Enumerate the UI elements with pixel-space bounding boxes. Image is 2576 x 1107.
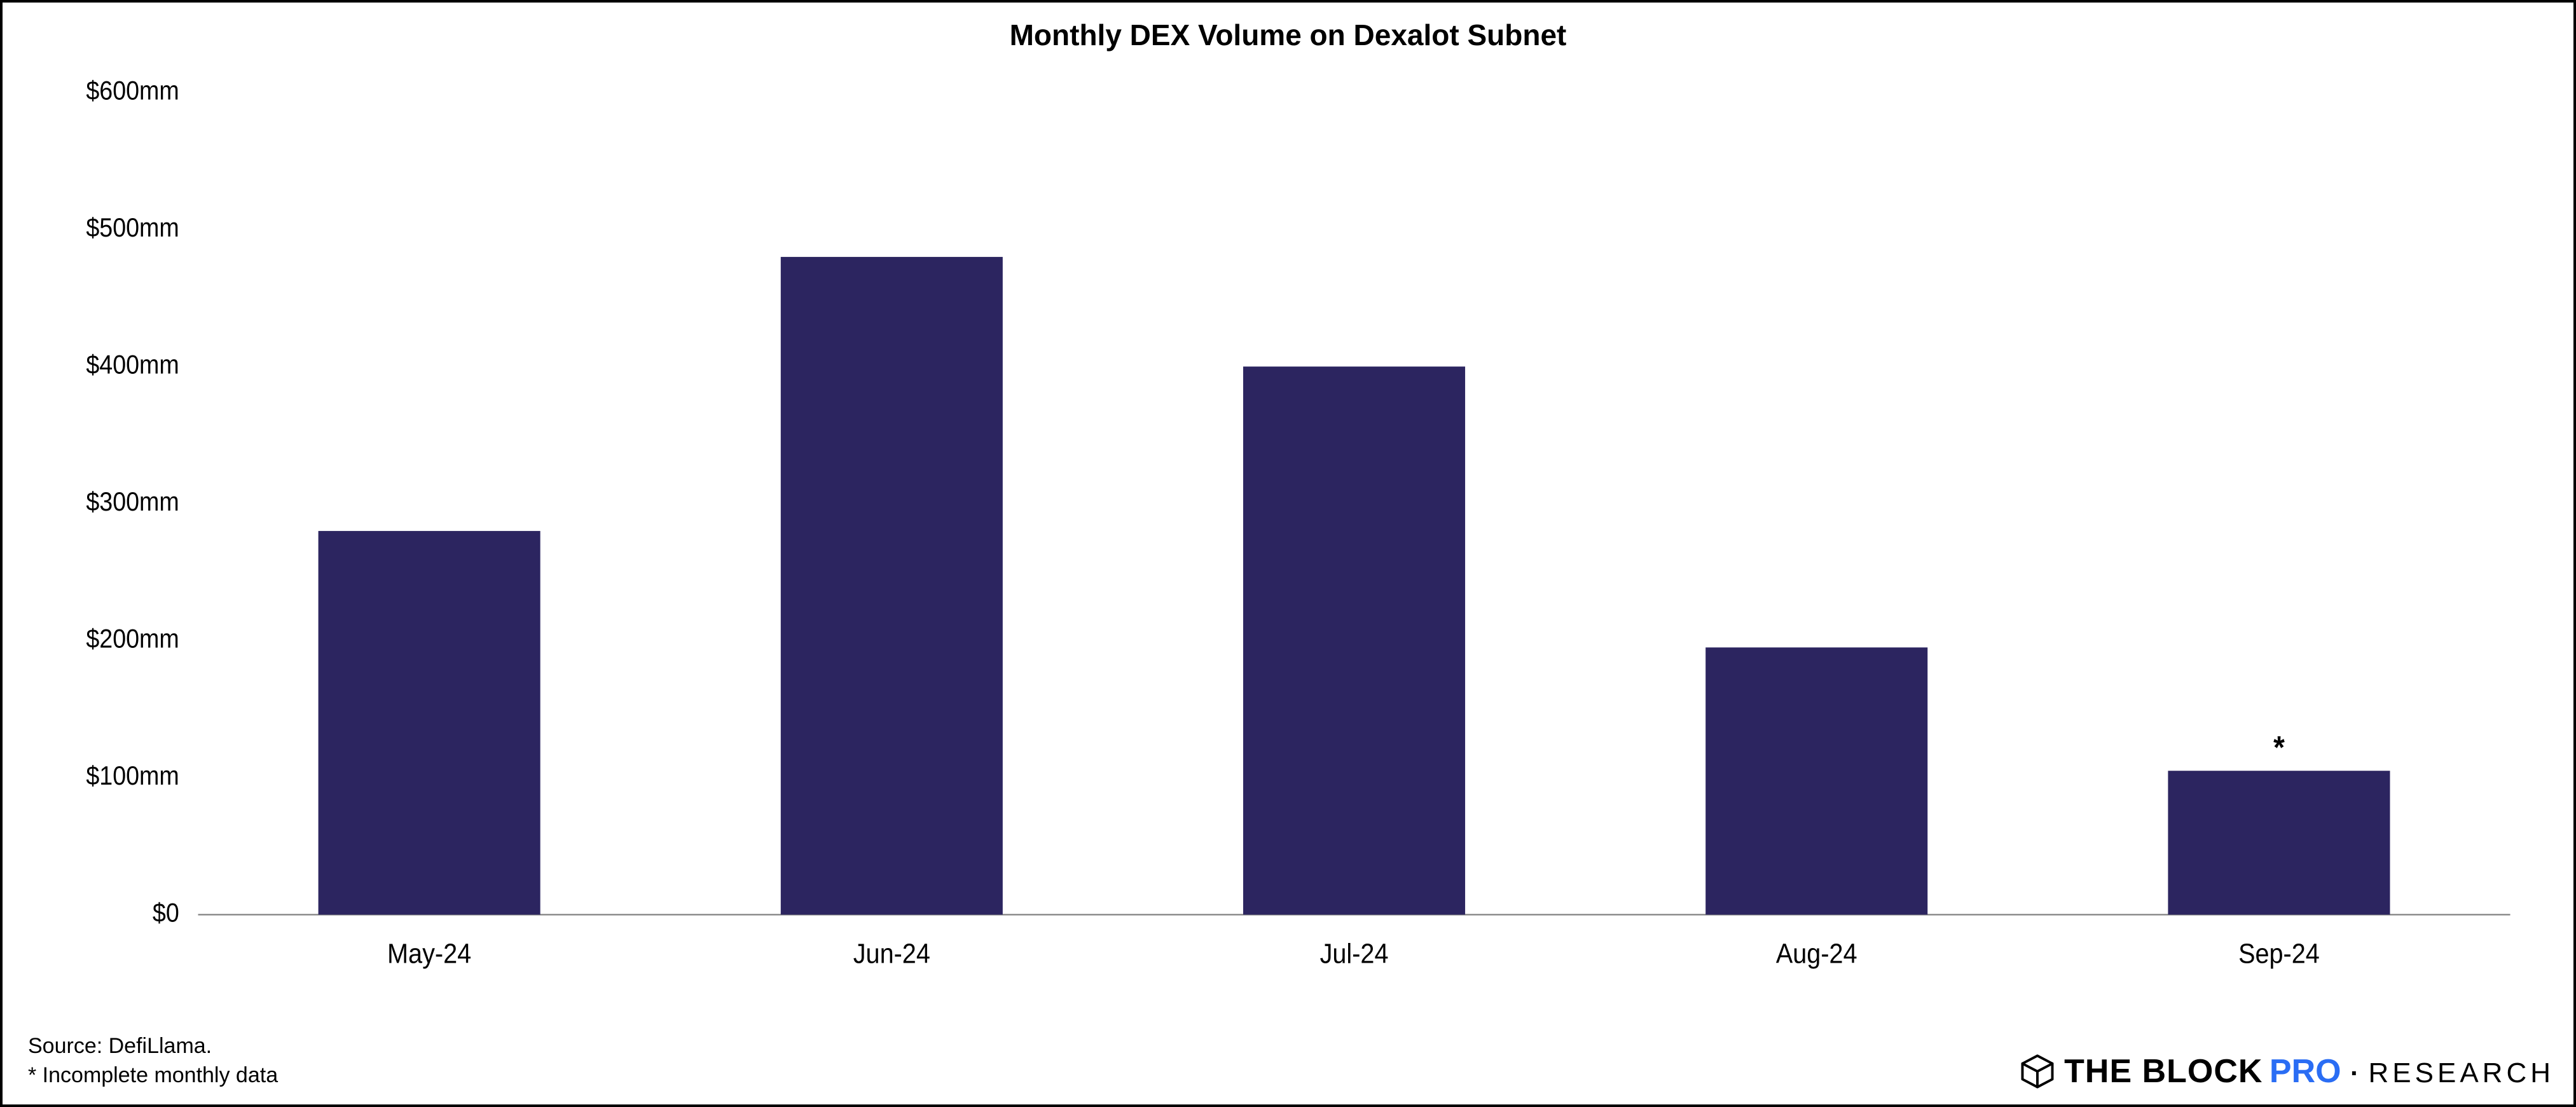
- brand-pro-text: PRO: [2269, 1053, 2341, 1090]
- y-tick-label: $100mm: [86, 761, 179, 790]
- footnotes: Source: DefiLlama. * Incomplete monthly …: [28, 1032, 278, 1090]
- y-tick-label: $600mm: [86, 76, 179, 106]
- chart-area: $0 $100mm $200mm $300mm $400mm $500mm $600mm Ma…: [28, 65, 2548, 1032]
- incomplete-note: * Incomplete monthly data: [28, 1061, 278, 1090]
- brand-cube-icon: [2020, 1054, 2055, 1089]
- bar-annotation: *: [2273, 731, 2285, 766]
- footer: Source: DefiLlama. * Incomplete monthly …: [3, 1032, 2573, 1104]
- bar: [2168, 771, 2390, 914]
- brand-tail-text: RESEARCH: [2369, 1057, 2555, 1089]
- source-line: Source: DefiLlama.: [28, 1032, 278, 1061]
- brand: THE BLOCK PRO · RESEARCH: [2020, 1052, 2554, 1090]
- bar: [781, 257, 1003, 914]
- bar: [1243, 366, 1465, 914]
- y-tick-label: $200mm: [86, 624, 179, 654]
- x-tick-label: Sep-24: [2238, 938, 2320, 969]
- x-tick-label: Jun-24: [853, 938, 930, 969]
- bar: [319, 531, 541, 914]
- brand-main-text: THE BLOCK: [2064, 1053, 2263, 1090]
- chart-title: Monthly DEX Volume on Dexalot Subnet: [3, 3, 2573, 58]
- x-tick-label: Aug-24: [1776, 938, 1857, 969]
- chart-frame: Monthly DEX Volume on Dexalot Subnet $0$…: [0, 0, 2576, 1107]
- x-tick-label: Jul-24: [1320, 938, 1389, 969]
- y-tick-label: $500mm: [86, 213, 179, 242]
- brand-separator: ·: [2350, 1058, 2359, 1088]
- bar-chart-svg: $0 $100mm $200mm $300mm $400mm $500mm $600mm Ma…: [28, 65, 2548, 1032]
- x-tick-label: May-24: [387, 938, 471, 969]
- y-tick-label: $0: [153, 898, 179, 928]
- y-tick-label: $300mm: [86, 487, 179, 516]
- y-tick-label: $400mm: [86, 350, 179, 380]
- bar: [1705, 647, 1927, 914]
